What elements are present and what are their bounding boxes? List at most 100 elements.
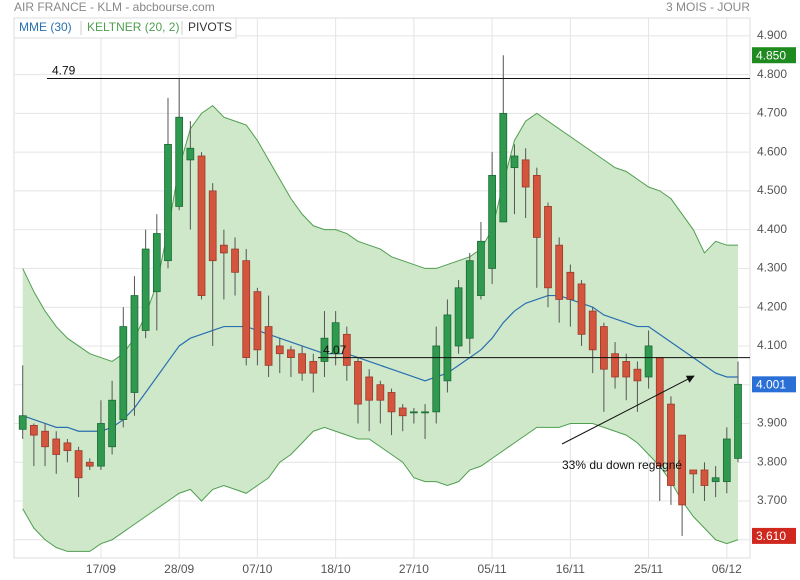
- candle-body: [510, 155, 519, 169]
- candle-body: [644, 345, 653, 378]
- keltner-lower: [22, 422, 739, 552]
- x-tick-label: 16/11: [556, 562, 585, 576]
- pivot-label: 4.07: [323, 343, 347, 357]
- candle-body: [287, 349, 295, 358]
- candle-body: [622, 361, 631, 378]
- candle-body: [477, 240, 485, 296]
- x-tick-label: 28/09: [164, 562, 194, 576]
- candle-body: [689, 469, 698, 475]
- candle-body: [532, 174, 541, 238]
- x-tick-label: 18/10: [321, 562, 351, 576]
- candle-body: [499, 112, 508, 223]
- candle-body: [722, 438, 731, 483]
- candle-body: [253, 291, 262, 351]
- annotation: 33% du down regagné: [562, 458, 682, 472]
- chart-title: AIR FRANCE - KLM - abcbourse.com: [14, 0, 215, 14]
- candle-body: [577, 283, 586, 335]
- candle-body: [52, 438, 61, 455]
- candle-body: [108, 399, 116, 448]
- candle-body: [119, 326, 128, 421]
- candle-body: [488, 174, 496, 269]
- candle-body: [197, 155, 206, 296]
- candle-body: [555, 244, 564, 300]
- candle-body: [734, 383, 742, 459]
- price-marker: [752, 47, 796, 64]
- candle-body: [74, 450, 83, 479]
- y-tick-label: 4.600: [757, 144, 787, 158]
- legend: [13, 17, 237, 39]
- candle-body: [175, 116, 184, 207]
- legend-mme[interactable]: MME (30): [19, 20, 72, 34]
- period: 3 MOIS - JOUR: [666, 0, 750, 14]
- candle-body: [443, 314, 452, 382]
- candle-body: [41, 430, 49, 448]
- candle-body: [544, 205, 552, 289]
- y-tick-label: 3.900: [757, 416, 787, 430]
- candle-body: [398, 407, 407, 417]
- y-tick-label: 4.300: [757, 261, 787, 275]
- candle-body: [152, 233, 161, 293]
- y-tick-label: 4.400: [757, 222, 787, 236]
- candle-body: [242, 260, 251, 358]
- mme-line: [22, 294, 738, 432]
- y-tick-label: 4.700: [757, 106, 787, 120]
- candle-body: [309, 361, 318, 374]
- candle-body: [164, 143, 172, 262]
- candle-body: [30, 425, 38, 436]
- candle-body: [678, 434, 686, 506]
- y-tick-label: 4.900: [757, 28, 787, 42]
- candle-body: [432, 345, 441, 413]
- y-tick-label: 4.500: [757, 183, 787, 197]
- candle-body: [220, 244, 228, 254]
- candle-body: [566, 271, 575, 300]
- candle-body: [376, 384, 385, 401]
- y-tick-label: 4.200: [757, 299, 787, 313]
- price-marker-label: 4.001: [756, 378, 786, 392]
- legend-keltner[interactable]: KELTNER (20, 2): [87, 20, 179, 34]
- pivot-label: 4.79: [52, 64, 76, 78]
- candle-body: [264, 326, 273, 366]
- legend-pivots[interactable]: PIVOTS: [188, 20, 232, 34]
- price-marker-label: 3.610: [756, 529, 786, 543]
- candle-body: [342, 333, 351, 366]
- candle-body: [365, 376, 374, 401]
- candle-body: [320, 337, 329, 362]
- candle-body: [231, 248, 239, 273]
- price-marker: [752, 376, 796, 393]
- candle-body: [454, 287, 463, 347]
- candle-body: [354, 361, 362, 405]
- candle-body: [298, 353, 306, 374]
- candle-body: [130, 295, 139, 393]
- candle-body: [18, 415, 27, 430]
- candle-body: [633, 368, 642, 382]
- candle-body: [711, 477, 720, 483]
- x-tick-label: 25/11: [634, 562, 663, 576]
- x-tick-label: 17/09: [86, 562, 116, 576]
- candle-body: [410, 411, 418, 414]
- candle-body: [667, 403, 675, 486]
- candle-body: [600, 326, 608, 370]
- candle-body: [331, 322, 340, 355]
- candle-body: [588, 310, 597, 351]
- candle-body: [141, 248, 150, 331]
- price-marker-label: 4.850: [756, 48, 786, 62]
- x-tick-label: 06/12: [712, 562, 742, 576]
- x-tick-label: 27/10: [399, 562, 429, 576]
- candle-body: [208, 190, 217, 262]
- candle-body: [387, 392, 396, 413]
- candle-body: [63, 442, 72, 452]
- price-marker: [752, 527, 796, 544]
- candle-body: [275, 345, 284, 355]
- y-tick-label: 3.700: [757, 493, 787, 507]
- y-tick-label: 4.100: [757, 338, 787, 352]
- candle-body: [655, 357, 664, 467]
- candle-body: [611, 353, 619, 378]
- candle-body: [700, 469, 709, 486]
- candle-body: [97, 423, 105, 467]
- candle-body: [521, 159, 530, 188]
- candle-body: [186, 147, 195, 161]
- candle-body: [421, 411, 429, 414]
- x-tick-label: 05/11: [478, 562, 507, 576]
- annotation-arrow: [561, 375, 695, 445]
